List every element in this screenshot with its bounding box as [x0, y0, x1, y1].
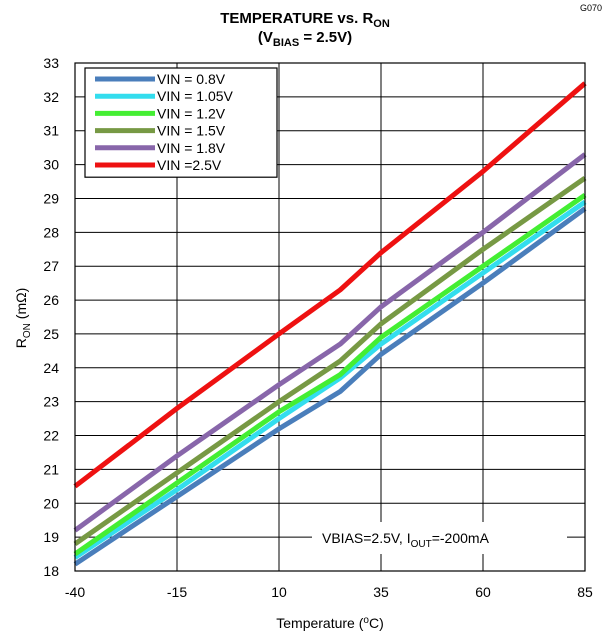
title2-post: = 2.5V) [299, 29, 352, 46]
legend-label: VIN = 1.5V [157, 123, 226, 139]
legend-label: VIN = 1.2V [157, 105, 226, 121]
annotation-post: =-200mA [432, 530, 490, 546]
x-tick-label: 35 [373, 584, 389, 600]
title-main: TEMPERATURE vs. R [220, 10, 373, 27]
xlabel-pre: Temperature ( [276, 615, 363, 631]
legend-label: VIN = 1.8V [157, 140, 226, 156]
x-tick-label: 60 [475, 584, 491, 600]
chart-title-line1: TEMPERATURE vs. RON [220, 10, 390, 30]
ylabel-sub: ON [22, 323, 33, 338]
y-tick-label: 20 [43, 495, 59, 511]
title-sub: ON [373, 18, 390, 30]
ylabel-main: R [13, 338, 29, 348]
annotation-text: VBIAS=2.5V, IOUT=-200mA [322, 530, 490, 550]
y-tick-label: 19 [43, 529, 59, 545]
title2-pre: (V [258, 29, 273, 46]
y-tick-label: 29 [43, 190, 59, 206]
xlabel-post: C) [369, 615, 384, 631]
chart-title-line2: (VBIAS = 2.5V) [258, 29, 352, 49]
series-line-3 [73, 176, 587, 546]
y-tick-label: 30 [43, 157, 59, 173]
y-axis-label: RON (mΩ) [13, 288, 33, 348]
y-tick-label: 24 [43, 360, 59, 376]
series-line-1 [73, 199, 587, 560]
y-tick-label: 21 [43, 461, 59, 477]
title2-sub: BIAS [273, 37, 299, 49]
xlabel-sup: o [363, 615, 369, 626]
y-tick-labels: 18 19 20 21 22 23 24 25 26 27 28 29 30 31 32 33 [43, 55, 59, 579]
legend-label: VIN = 0.8V [157, 71, 226, 87]
y-tick-label: 22 [43, 428, 59, 444]
figure-id: G070 [580, 3, 602, 13]
x-tick-label: 10 [271, 584, 287, 600]
x-tick-label: 85 [577, 584, 593, 600]
legend-box [84, 67, 278, 178]
series-line-2 [73, 193, 587, 557]
y-tick-label: 25 [43, 326, 59, 342]
series-layer [73, 81, 587, 567]
y-tick-label: 28 [43, 224, 59, 240]
annotation-box [312, 522, 567, 554]
series-line-5 [73, 81, 587, 489]
annotation-pre: VBIAS=2.5V, I [322, 530, 411, 546]
y-tick-label: 32 [43, 89, 59, 105]
y-tick-label: 26 [43, 292, 59, 308]
x-tick-label: -15 [167, 584, 187, 600]
y-tick-label: 23 [43, 394, 59, 410]
legend-label: VIN = 1.05V [157, 88, 234, 104]
plot-frame [74, 62, 586, 572]
series-line-4 [73, 152, 587, 533]
y-tick-label: 31 [43, 123, 59, 139]
ylabel-post: (mΩ) [13, 288, 29, 323]
x-tick-labels: -40 -15 10 35 60 85 [65, 584, 593, 600]
x-axis-label: Temperature (oC) [276, 615, 384, 631]
x-tick-label: -40 [65, 584, 85, 600]
y-tick-label: 33 [43, 55, 59, 71]
y-tick-label: 18 [43, 563, 59, 579]
legend-label: VIN =2.5V [157, 157, 222, 173]
annotation-sub: OUT [411, 539, 432, 550]
series-line-0 [73, 206, 587, 567]
y-tick-label: 27 [43, 258, 59, 274]
